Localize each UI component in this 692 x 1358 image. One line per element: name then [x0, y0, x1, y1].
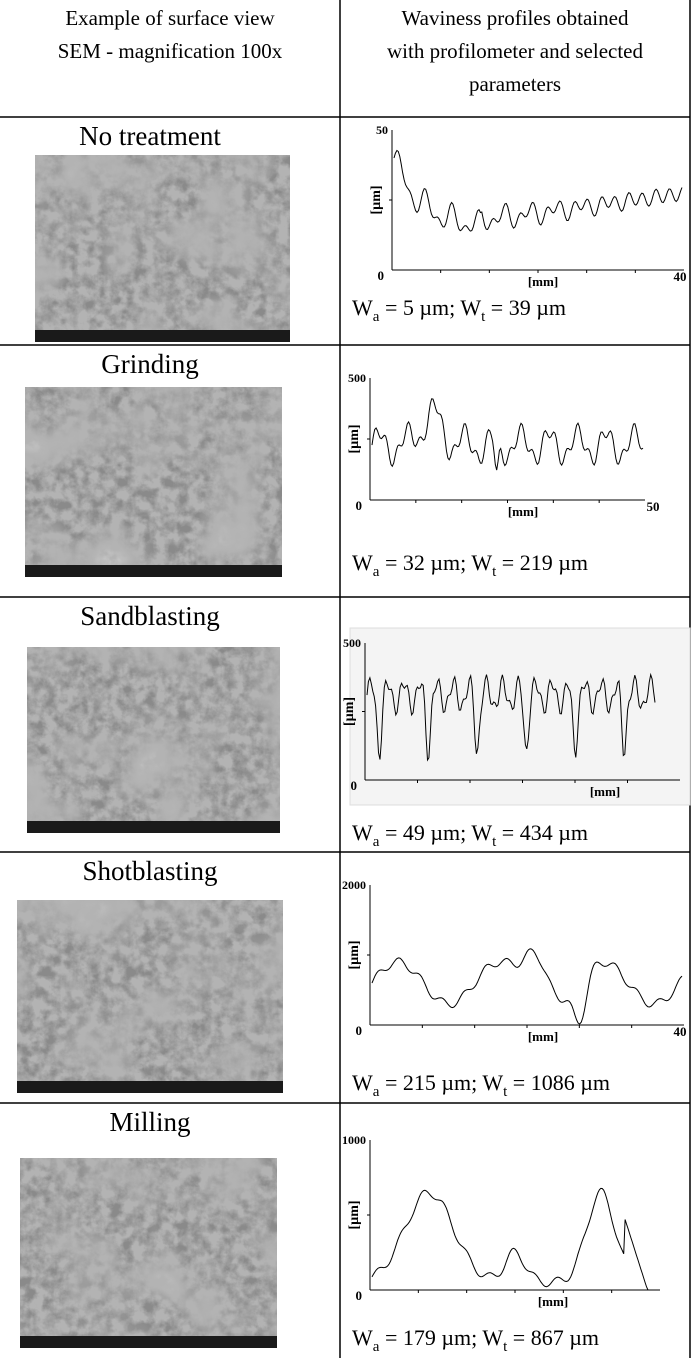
- y-bottom-label: 0: [378, 268, 385, 283]
- y-bottom-label: 0: [356, 1288, 363, 1303]
- waviness-profile: [372, 949, 682, 1024]
- sem-texture: [25, 387, 282, 577]
- parameter-symbol: W: [352, 1070, 373, 1095]
- parameter-symbol: W: [471, 820, 492, 845]
- sem-texture: [20, 1158, 277, 1348]
- table-page: Example of surface view SEM - magnificati…: [0, 0, 692, 1358]
- y-top-label: 500: [348, 371, 366, 385]
- sem-info-bar: [20, 1336, 277, 1348]
- y-top-label: 500: [343, 636, 361, 650]
- x-axis-label: [mm]: [538, 1294, 568, 1309]
- header-text: SEM - magnification 100x: [58, 39, 283, 63]
- parameter-value: = 39 µm: [485, 295, 566, 320]
- parameter-value: = 32 µm;: [379, 550, 471, 575]
- parameter-value: = 5 µm;: [379, 295, 460, 320]
- sem-texture: [35, 155, 290, 342]
- chart-background: [350, 628, 690, 805]
- treatment-label: Milling: [109, 1107, 190, 1137]
- x-end-label: 50: [647, 499, 660, 514]
- x-end-label: 40: [674, 1024, 687, 1039]
- parameter-value: = 434 µm: [496, 820, 588, 845]
- parameters-text: Wa = 49 µm; Wt = 434 µm: [352, 820, 588, 850]
- y-axis-label: [µm]: [342, 697, 357, 726]
- treatment-label: Sandblasting: [80, 601, 220, 631]
- parameter-symbol: W: [482, 1070, 503, 1095]
- parameter-symbol: W: [352, 295, 373, 320]
- sem-info-bar: [35, 330, 290, 342]
- y-top-label: 1000: [342, 1133, 366, 1147]
- parameters-text: Wa = 179 µm; Wt = 867 µm: [352, 1325, 599, 1355]
- x-axis-label: [mm]: [508, 504, 538, 519]
- sem-info-bar: [27, 821, 280, 833]
- parameter-symbol: W: [352, 820, 373, 845]
- treatment-label: Shotblasting: [82, 856, 217, 886]
- parameter-symbol: W: [352, 550, 373, 575]
- waviness-profile: [394, 151, 682, 232]
- x-axis-label: [mm]: [528, 274, 558, 289]
- parameter-value: = 215 µm;: [379, 1070, 482, 1095]
- parameter-value: = 867 µm: [507, 1325, 599, 1350]
- parameter-value: = 49 µm;: [379, 820, 471, 845]
- table-row: No treatment 50 0 40 [mm] [µm] Wa = 5 µm; Wt =…: [0, 117, 690, 342]
- waviness-profile: [372, 399, 643, 470]
- table-row: Shotblasting 2000 0 40 [mm] [µm] Wa = 215 µm; …: [0, 852, 690, 1100]
- x-axis-label: [mm]: [528, 1029, 558, 1044]
- parameter-symbol: W: [482, 1325, 503, 1350]
- sem-texture: [17, 900, 283, 1093]
- waviness-profile: [372, 1188, 658, 1290]
- y-axis-label: [µm]: [347, 424, 362, 453]
- treatment-label: No treatment: [79, 121, 221, 151]
- y-bottom-label: 0: [356, 1023, 363, 1038]
- y-axis-label: [µm]: [347, 940, 362, 969]
- sem-info-bar: [17, 1081, 283, 1093]
- y-bottom-label: 0: [351, 778, 358, 793]
- parameter-symbol: W: [471, 550, 492, 575]
- parameter-symbol: W: [460, 295, 481, 320]
- header-text: parameters: [469, 72, 561, 96]
- y-axis-label: [µm]: [369, 185, 384, 214]
- x-end-label: 40: [674, 269, 687, 284]
- sem-texture: [27, 647, 280, 833]
- parameters-text: Wa = 32 µm; Wt = 219 µm: [352, 550, 588, 580]
- parameters-text: Wa = 5 µm; Wt = 39 µm: [352, 295, 566, 325]
- x-axis-label: [mm]: [590, 784, 620, 799]
- parameter-symbol: W: [352, 1325, 373, 1350]
- y-axis-label: [µm]: [347, 1200, 362, 1229]
- sem-info-bar: [25, 565, 282, 577]
- parameter-value: = 1086 µm: [507, 1070, 610, 1095]
- header-text: Example of surface view: [65, 6, 275, 30]
- header-text: Waviness profiles obtained: [402, 6, 629, 30]
- y-top-label: 50: [376, 123, 388, 137]
- table-row: Sandblasting 500 0 [mm] [µm] Wa = 49 µm; Wt =…: [0, 597, 690, 850]
- parameter-value: = 179 µm;: [379, 1325, 482, 1350]
- y-top-label: 2000: [342, 878, 366, 892]
- table-row: Milling 1000 0 [mm] [µm] Wa = 179 µm; Wt = 86…: [0, 1103, 690, 1355]
- parameter-value: = 219 µm: [496, 550, 588, 575]
- y-bottom-label: 0: [356, 498, 363, 513]
- header-text: with profilometer and selected: [387, 39, 643, 63]
- treatment-label: Grinding: [101, 349, 199, 379]
- parameters-text: Wa = 215 µm; Wt = 1086 µm: [352, 1070, 610, 1100]
- table-row: Grinding 500 0 50 [mm] [µm] Wa = 32 µm; Wt = 2…: [0, 345, 690, 580]
